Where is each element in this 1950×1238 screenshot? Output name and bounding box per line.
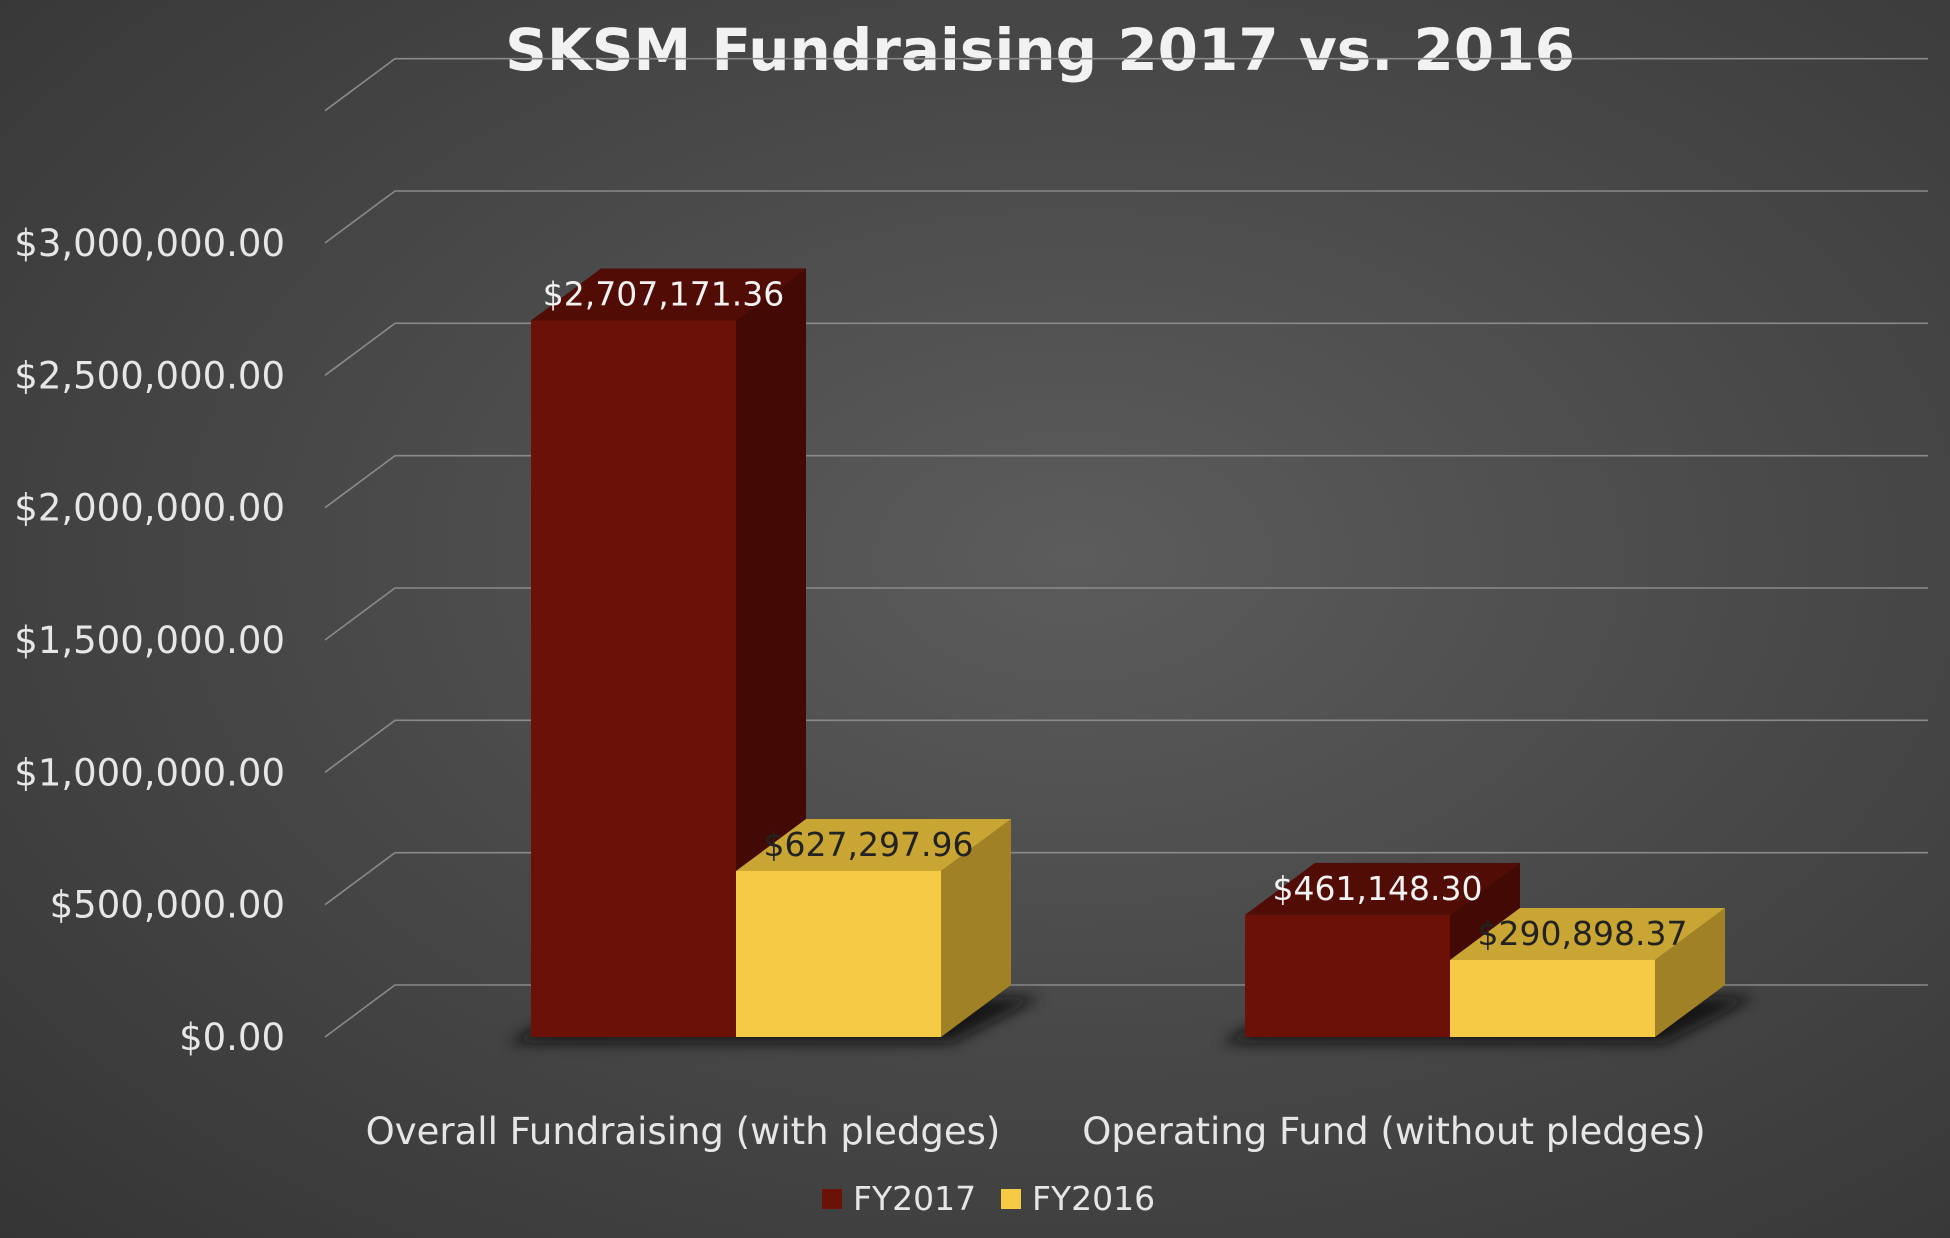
bar-front xyxy=(1450,960,1655,1037)
legend-swatch xyxy=(1001,1189,1021,1209)
bar-top xyxy=(1450,908,1725,960)
gridline xyxy=(324,719,1928,773)
bar-front xyxy=(531,320,736,1038)
y-axis-tick-labels: $0.00 $500,000.00 $1,000,000.00 $1,500,000.… xyxy=(14,222,285,1059)
data-labels: $2,707,171.36 $627,297.96 $461,148.30 $290,… xyxy=(543,275,1688,954)
y-tick-label: $2,500,000.00 xyxy=(14,354,285,397)
bar-fy2016-1 xyxy=(736,819,1011,1037)
gridline xyxy=(324,322,1928,376)
gridline xyxy=(324,851,1928,906)
y-tick-label: $3,000,000.00 xyxy=(14,222,285,265)
bar-front xyxy=(1245,914,1450,1037)
y-tick-label: $2,000,000.00 xyxy=(14,487,285,530)
y-tick-label: $1,500,000.00 xyxy=(14,619,285,662)
legend-item-fy2017: FY2017 xyxy=(822,1179,976,1218)
legend-label: FY2016 xyxy=(1032,1179,1155,1218)
legend-item-fy2016: FY2016 xyxy=(1001,1179,1155,1218)
bar-top xyxy=(736,819,1011,871)
data-label: $627,297.96 xyxy=(764,825,974,864)
legend-swatch xyxy=(822,1189,842,1209)
gridline xyxy=(324,190,1928,244)
y-tick-label: $500,000.00 xyxy=(50,884,285,927)
bar-side xyxy=(1655,908,1725,1037)
gridline xyxy=(324,587,1928,641)
gridlines xyxy=(324,57,1928,1038)
bars xyxy=(531,268,1725,1038)
data-label: $2,707,171.36 xyxy=(543,275,784,314)
data-label: $461,148.30 xyxy=(1273,869,1483,908)
bar-top xyxy=(531,268,806,321)
y-tick-label: $0.00 xyxy=(179,1016,285,1059)
gridline xyxy=(324,57,1928,112)
gridline xyxy=(324,454,1928,509)
bar-side xyxy=(941,819,1011,1037)
chart-title: SKSM Fundraising 2017 vs. 2016 xyxy=(505,16,1575,84)
bar-fy2016-2 xyxy=(1450,908,1725,1037)
x-axis-category-labels: Overall Fundraising (with pledges) Operat… xyxy=(366,1110,1706,1153)
legend-label: FY2017 xyxy=(853,1179,976,1218)
bar-top xyxy=(1245,862,1520,915)
data-label: $290,898.37 xyxy=(1478,914,1688,953)
category-label: Operating Fund (without pledges) xyxy=(1082,1110,1705,1153)
bar-front xyxy=(736,870,941,1037)
category-label: Overall Fundraising (with pledges) xyxy=(366,1110,1001,1153)
legend: FY2017 FY2016 xyxy=(822,1179,1155,1218)
y-tick-label: $1,000,000.00 xyxy=(14,751,285,794)
